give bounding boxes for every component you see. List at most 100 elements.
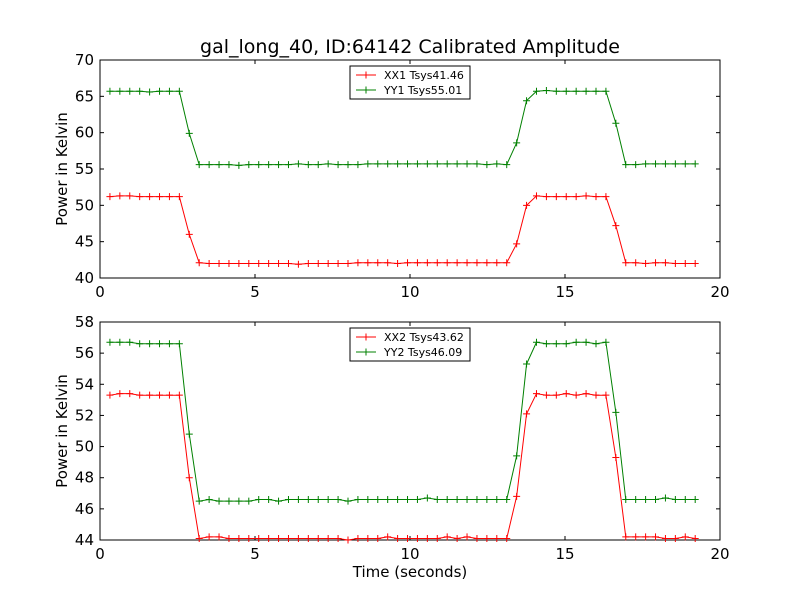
data-point <box>433 259 441 267</box>
data-point <box>453 534 461 542</box>
data-point <box>284 496 292 504</box>
data-point <box>175 391 183 399</box>
data-point <box>116 338 124 346</box>
series-line-2 <box>109 90 696 166</box>
data-point <box>453 496 461 504</box>
data-point <box>284 534 292 542</box>
data-point <box>384 160 392 168</box>
data-point <box>384 496 392 504</box>
data-point <box>632 259 640 267</box>
data-point <box>225 497 233 505</box>
data-point <box>493 534 501 542</box>
data-point <box>642 259 650 267</box>
x-axis-label: Time (seconds) <box>352 563 468 581</box>
data-point <box>374 259 382 267</box>
data-point <box>255 496 263 504</box>
data-point <box>572 193 580 201</box>
legend: XX2 Tsys43.62 YY2 Tsys46.09 <box>349 327 471 362</box>
legend-box <box>349 327 471 362</box>
data-point <box>652 259 660 267</box>
data-point <box>364 160 372 168</box>
data-point <box>542 391 550 399</box>
data-point <box>423 494 431 502</box>
data-point <box>542 193 550 201</box>
y-tick-label: 54 <box>75 375 94 393</box>
data-point <box>671 259 679 267</box>
data-point <box>255 259 263 267</box>
data-point <box>582 192 590 200</box>
data-point <box>513 139 521 147</box>
data-point <box>661 534 669 542</box>
y-tick-label: 56 <box>75 344 94 362</box>
data-point <box>265 259 273 267</box>
data-point <box>413 534 421 542</box>
data-point <box>413 496 421 504</box>
data-point <box>165 193 173 201</box>
data-point <box>205 496 213 504</box>
data-point <box>523 360 531 368</box>
data-point <box>661 259 669 267</box>
data-point <box>483 161 491 169</box>
data-point <box>612 408 620 416</box>
legend-label: YY1 Tsys55.01 <box>383 84 462 97</box>
data-point <box>612 453 620 461</box>
data-point <box>622 496 630 504</box>
legend-label: XX1 Tsys41.46 <box>384 69 464 82</box>
data-point <box>652 496 660 504</box>
data-point <box>562 193 570 201</box>
data-point <box>136 87 144 95</box>
data-point <box>642 533 650 541</box>
series-line-2 <box>109 341 696 502</box>
data-point <box>552 340 560 348</box>
data-point <box>136 391 144 399</box>
data-point <box>384 533 392 541</box>
data-point <box>294 160 302 168</box>
data-point <box>552 193 560 201</box>
data-point <box>592 340 600 348</box>
data-point <box>156 87 164 95</box>
data-point <box>354 161 362 169</box>
data-point <box>304 259 312 267</box>
data-point <box>275 497 283 505</box>
data-point <box>443 259 451 267</box>
x-tick-label: 10 <box>400 283 419 301</box>
data-point <box>195 259 203 267</box>
y-tick-label: 45 <box>75 233 94 251</box>
data-point <box>681 533 689 541</box>
data-point <box>314 259 322 267</box>
data-point <box>106 87 114 95</box>
data-point <box>215 533 223 541</box>
data-point <box>205 259 213 267</box>
data-point <box>513 240 521 248</box>
data-point <box>542 87 550 95</box>
data-point <box>275 259 283 267</box>
data-point <box>394 160 402 168</box>
chart-title: gal_long_40, ID:64142 Calibrated Amplitu… <box>200 36 620 58</box>
subplot-1: 0 5 10 15 20 40 45 50 55 60 65 70 Power in Kelvin XX1… <box>53 51 730 301</box>
data-point <box>294 534 302 542</box>
data-point <box>126 338 134 346</box>
data-point <box>394 259 402 267</box>
data-point <box>146 340 154 348</box>
data-point <box>552 391 560 399</box>
x-tick-label: 15 <box>555 283 574 301</box>
x-tick-label: 5 <box>250 283 260 301</box>
data-point <box>661 494 669 502</box>
data-point <box>572 391 580 399</box>
data-point <box>523 410 531 418</box>
data-point <box>185 474 193 482</box>
data-point <box>503 161 511 169</box>
data-point <box>314 496 322 504</box>
data-point <box>165 87 173 95</box>
data-point <box>413 160 421 168</box>
data-point <box>404 259 412 267</box>
data-point <box>225 161 233 169</box>
data-point <box>652 160 660 168</box>
data-point <box>146 193 154 201</box>
data-point <box>185 230 193 238</box>
data-point <box>344 497 352 505</box>
data-point <box>265 534 273 542</box>
legend-label: XX2 Tsys43.62 <box>384 331 464 344</box>
legend: XX1 Tsys41.46 YY1 Tsys55.01 <box>349 65 471 100</box>
data-point <box>185 430 193 438</box>
